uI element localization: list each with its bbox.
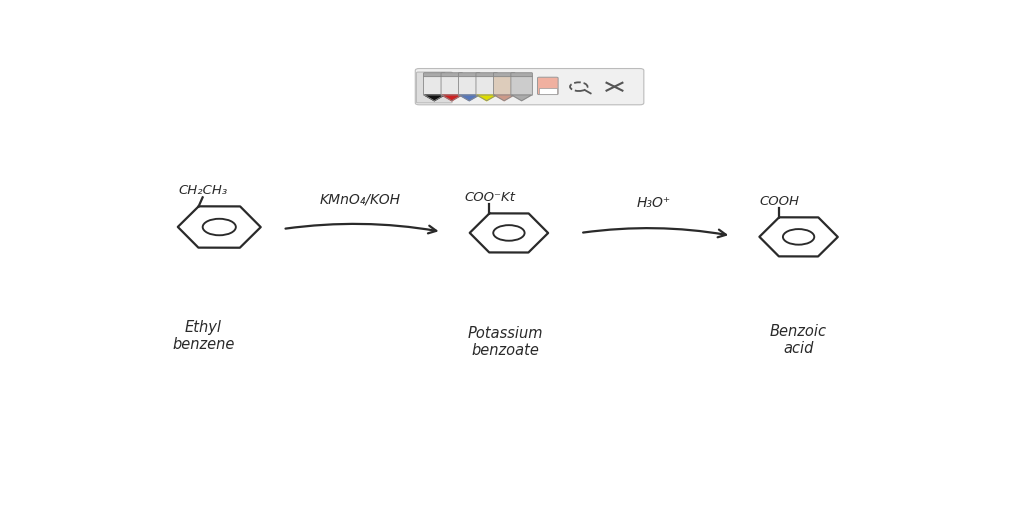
Polygon shape — [424, 95, 444, 101]
Text: Ethyl
benzene: Ethyl benzene — [172, 319, 234, 352]
FancyBboxPatch shape — [476, 76, 498, 95]
FancyBboxPatch shape — [494, 73, 515, 77]
Text: COO⁻Kt: COO⁻Kt — [464, 190, 515, 204]
FancyBboxPatch shape — [476, 73, 498, 77]
FancyBboxPatch shape — [424, 76, 445, 95]
FancyBboxPatch shape — [424, 73, 445, 77]
Text: COOH: COOH — [759, 195, 799, 207]
FancyBboxPatch shape — [538, 77, 558, 95]
FancyBboxPatch shape — [441, 76, 463, 95]
Polygon shape — [495, 95, 514, 101]
Polygon shape — [477, 95, 497, 101]
FancyBboxPatch shape — [416, 69, 644, 105]
Polygon shape — [512, 95, 531, 101]
FancyBboxPatch shape — [459, 76, 480, 95]
Text: Benzoic
acid: Benzoic acid — [770, 324, 827, 356]
Text: Potassium
benzoate: Potassium benzoate — [467, 326, 543, 358]
Polygon shape — [441, 95, 462, 101]
Polygon shape — [460, 95, 479, 101]
FancyBboxPatch shape — [511, 73, 532, 77]
FancyBboxPatch shape — [441, 73, 463, 77]
Text: KMnO₄/KOH: KMnO₄/KOH — [321, 192, 401, 206]
Text: CH₂CH₃: CH₂CH₃ — [178, 184, 227, 197]
FancyBboxPatch shape — [459, 73, 480, 77]
FancyBboxPatch shape — [494, 76, 515, 95]
Text: H₃O⁺: H₃O⁺ — [636, 197, 671, 210]
FancyBboxPatch shape — [417, 72, 453, 103]
FancyBboxPatch shape — [539, 88, 557, 94]
FancyBboxPatch shape — [511, 76, 532, 95]
